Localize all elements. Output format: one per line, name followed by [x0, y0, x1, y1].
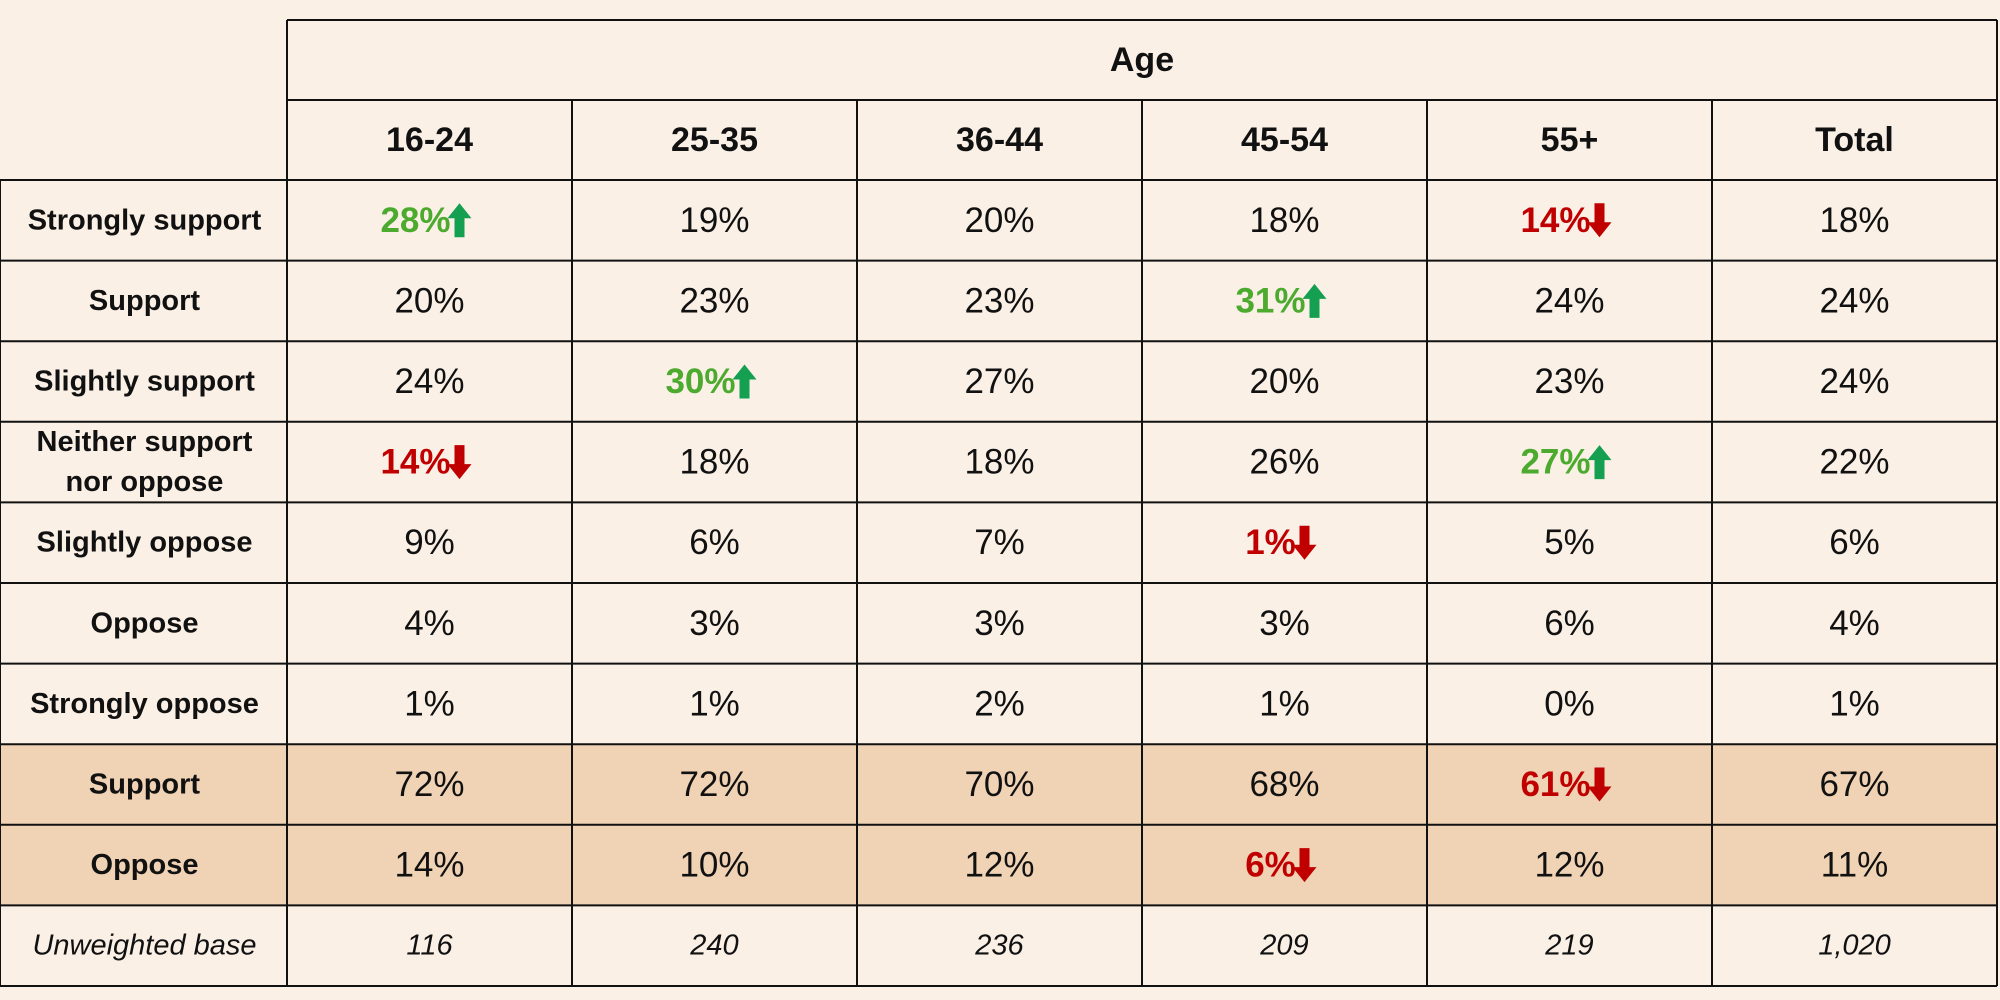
cell-value: 12%	[964, 846, 1034, 885]
arrow-down-icon	[447, 445, 472, 480]
cell-value: 23%	[1534, 362, 1604, 401]
cell-value: 28%	[380, 201, 450, 240]
cell-value: 9%	[404, 523, 455, 562]
cell-value: 20%	[964, 201, 1034, 240]
cell-value: 3%	[1259, 604, 1310, 643]
column-header: 45-54	[1241, 121, 1328, 159]
cell-value: 31%	[1235, 281, 1305, 320]
cell-value: 20%	[394, 281, 464, 320]
cell-value: 18%	[1819, 201, 1889, 240]
cell-value: 23%	[679, 281, 749, 320]
arrow-down-icon	[1587, 767, 1612, 802]
cell-value: 6%	[689, 523, 740, 562]
cell-value: 4%	[1829, 604, 1880, 643]
cell-value: 3%	[689, 604, 740, 643]
cell-value: 26%	[1249, 443, 1319, 482]
row-label: Strongly support	[28, 204, 262, 236]
arrow-down-icon	[1587, 203, 1612, 238]
arrow-up-icon	[732, 364, 757, 399]
base-value: 1,020	[1818, 930, 1891, 962]
cell-value: 0%	[1544, 684, 1595, 723]
group-header: Age	[1110, 41, 1174, 79]
arrow-up-icon	[1302, 283, 1327, 318]
cell-value: 14%	[380, 443, 450, 482]
cell-value: 27%	[1520, 443, 1590, 482]
cell-value: 72%	[679, 765, 749, 804]
cell-value: 18%	[1249, 201, 1319, 240]
arrow-down-icon	[1292, 848, 1317, 883]
highlight-row-bg	[0, 824, 1997, 906]
cell-value: 6%	[1544, 604, 1595, 643]
row-label: Support	[89, 769, 200, 801]
column-header: 36-44	[956, 121, 1043, 159]
cell-value: 2%	[974, 684, 1025, 723]
cell-value: 68%	[1249, 765, 1319, 804]
cell-value: 6%	[1829, 523, 1880, 562]
cell-value: 24%	[1819, 362, 1889, 401]
cell-value: 14%	[394, 846, 464, 885]
cell-value: 30%	[665, 362, 735, 401]
row-label: Slightly oppose	[37, 527, 253, 559]
arrow-up-icon	[1587, 445, 1612, 480]
base-value: 209	[1259, 930, 1308, 962]
cell-value: 72%	[394, 765, 464, 804]
arrow-up-icon	[447, 203, 472, 238]
cell-value: 67%	[1819, 765, 1889, 804]
cell-value: 18%	[679, 443, 749, 482]
highlight-row-bg	[0, 744, 1997, 825]
cell-value: 70%	[964, 765, 1034, 804]
cell-value: 4%	[404, 604, 455, 643]
cell-value: 14%	[1520, 201, 1590, 240]
cell-value: 23%	[964, 281, 1034, 320]
base-label: Unweighted base	[32, 930, 256, 962]
cell-value: 18%	[964, 443, 1034, 482]
cell-value: 6%	[1245, 846, 1296, 885]
row-label: Oppose	[91, 849, 199, 881]
cell-value: 1%	[404, 684, 455, 723]
cell-value: 1%	[1245, 523, 1296, 562]
cell-value: 61%	[1520, 765, 1590, 804]
base-value: 116	[406, 930, 453, 962]
column-header: 25-35	[671, 121, 758, 159]
row-label: Strongly oppose	[30, 688, 259, 720]
row-label: Oppose	[91, 607, 199, 639]
base-value: 236	[974, 930, 1024, 962]
row-label: Neither support	[37, 426, 253, 458]
cell-value: 1%	[1829, 684, 1880, 723]
cell-value: 11%	[1821, 846, 1888, 885]
cell-value: 19%	[679, 201, 749, 240]
cell-value: 24%	[394, 362, 464, 401]
base-value: 219	[1544, 930, 1593, 962]
cell-value: 24%	[1534, 281, 1604, 320]
arrow-down-icon	[1292, 525, 1317, 560]
cell-value: 1%	[1259, 684, 1310, 723]
cell-value: 1%	[689, 684, 740, 723]
cell-value: 10%	[679, 846, 749, 885]
cell-value: 22%	[1819, 443, 1889, 482]
cell-value: 12%	[1534, 846, 1604, 885]
cell-value: 5%	[1544, 523, 1595, 562]
cell-value: 3%	[974, 604, 1025, 643]
cell-value: 20%	[1249, 362, 1319, 401]
column-header: 16-24	[386, 121, 473, 159]
row-label: nor oppose	[66, 466, 224, 498]
cell-value: 24%	[1819, 281, 1889, 320]
row-label: Slightly support	[34, 366, 255, 398]
cell-value: 7%	[974, 523, 1025, 562]
row-label: Support	[89, 285, 200, 317]
column-header: 55+	[1541, 121, 1599, 159]
column-header: Total	[1815, 121, 1894, 159]
base-value: 240	[689, 930, 738, 962]
cell-value: 27%	[964, 362, 1034, 401]
